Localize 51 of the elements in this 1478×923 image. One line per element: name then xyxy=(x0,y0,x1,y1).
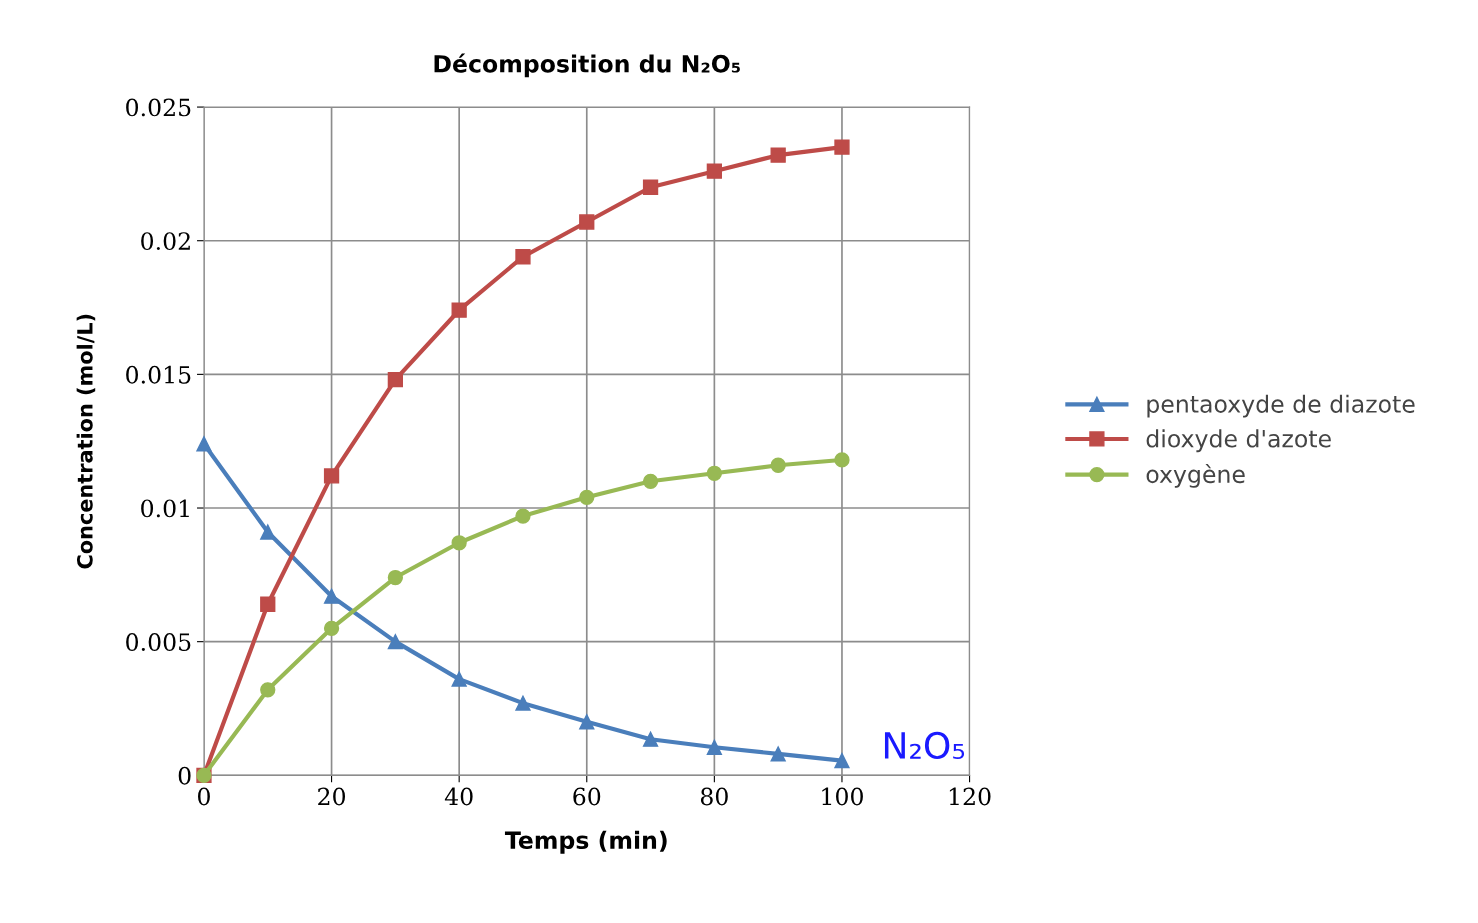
x-axis-title: Temps (min) xyxy=(504,830,667,854)
y-tick-label: 0.005 xyxy=(126,633,191,651)
y-tick-label: 0.02 xyxy=(141,232,190,251)
y-tick-label: 0 xyxy=(178,766,191,785)
legend-label: pentaoxyde de diazote xyxy=(1147,394,1415,418)
legend-label: dioxyde d'azote xyxy=(1146,429,1331,453)
x-tick-label: 0 xyxy=(198,787,210,806)
point xyxy=(579,714,595,730)
point xyxy=(834,752,850,769)
point xyxy=(579,214,595,230)
point xyxy=(515,695,531,711)
point xyxy=(260,596,276,612)
x-tick-label: 20 xyxy=(318,787,346,806)
y-tick-label: 0.025 xyxy=(126,98,191,117)
point xyxy=(323,588,340,604)
point xyxy=(387,569,404,586)
point xyxy=(451,535,467,551)
point xyxy=(451,671,467,687)
point xyxy=(451,302,467,318)
y-axis-title: Concentration (mol/L) xyxy=(76,314,96,569)
point xyxy=(642,473,659,489)
legend-label: oxygène xyxy=(1146,463,1245,488)
point xyxy=(642,179,659,195)
y-tick-label: 0.015 xyxy=(126,365,191,384)
annotation: N₂O₅ xyxy=(884,731,965,760)
point xyxy=(515,508,531,524)
point xyxy=(387,372,404,388)
point xyxy=(706,739,723,755)
point xyxy=(834,452,850,468)
point xyxy=(323,468,340,484)
chart-title: Décomposition du N₂O₅ xyxy=(434,53,740,78)
point xyxy=(706,163,723,179)
x-tick-label: 60 xyxy=(573,787,601,806)
point xyxy=(770,746,786,762)
x-tick-label: 120 xyxy=(949,787,991,806)
point xyxy=(834,139,850,155)
point xyxy=(642,731,659,747)
y-tick-label: 0.01 xyxy=(141,499,189,518)
point xyxy=(260,682,276,698)
x-tick-label: 40 xyxy=(444,787,473,806)
point xyxy=(706,465,723,481)
point xyxy=(579,489,595,505)
point xyxy=(260,524,276,540)
point xyxy=(770,147,786,163)
x-tick-label: 100 xyxy=(822,787,863,806)
point xyxy=(515,249,531,265)
point xyxy=(770,457,786,473)
x-tick-label: 80 xyxy=(700,787,728,806)
point xyxy=(387,634,404,650)
point xyxy=(196,436,212,452)
point xyxy=(323,620,340,636)
